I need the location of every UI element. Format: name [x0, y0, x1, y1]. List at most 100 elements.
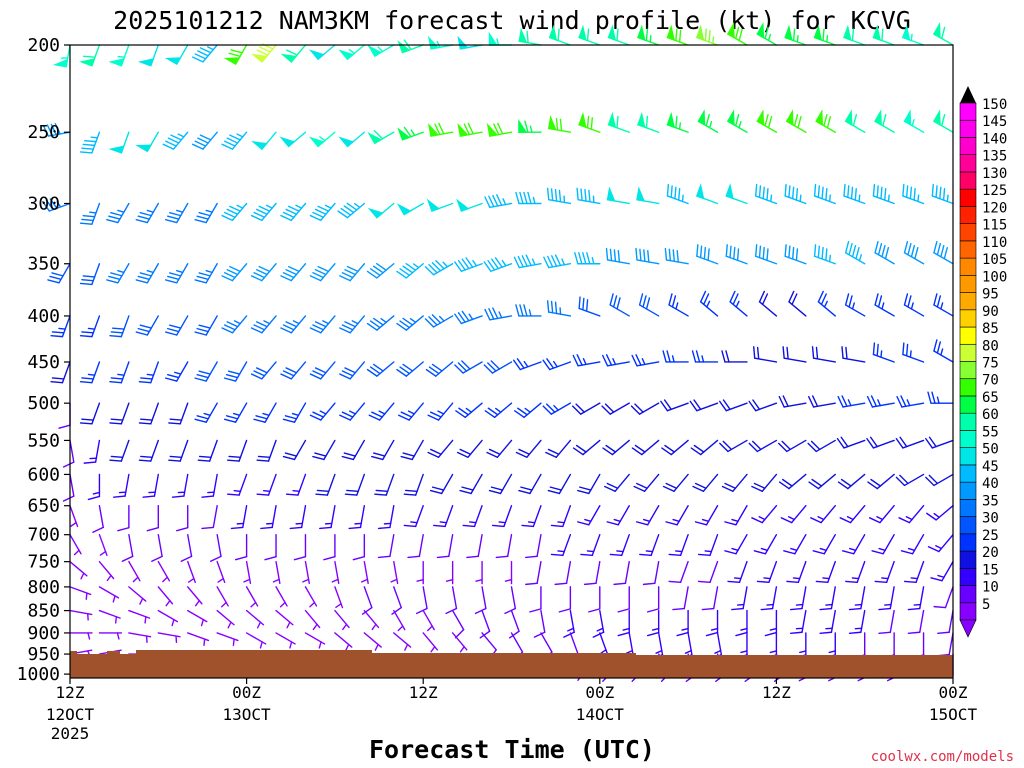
barb-feather	[137, 275, 151, 281]
barb-half-feather	[217, 577, 225, 583]
barb-feather	[524, 120, 529, 133]
wind-barb	[128, 609, 151, 624]
colorbar-swatch	[959, 567, 977, 586]
barb-feather	[752, 399, 761, 411]
wind-barb	[900, 533, 925, 555]
wind-barb	[264, 533, 277, 561]
barb-feather	[223, 211, 236, 218]
wind-barb	[546, 300, 572, 317]
wind-barb	[396, 315, 424, 331]
barb-feather	[227, 459, 240, 462]
colorbar-swatch	[959, 585, 977, 604]
barb-half-feather	[438, 315, 445, 322]
barb-feather	[880, 186, 883, 200]
barb-feather	[197, 459, 211, 462]
wind-barb	[926, 505, 954, 521]
barb-feather	[229, 265, 241, 273]
wind-barb	[547, 473, 572, 495]
barb-half-feather	[567, 627, 575, 632]
barb-feather	[110, 455, 124, 459]
wind-barb	[98, 609, 121, 624]
barb-half-feather	[250, 601, 257, 608]
barb-feather	[523, 191, 528, 205]
barb-feather	[547, 489, 561, 495]
barb-feather	[139, 324, 153, 329]
wind-barb	[361, 586, 373, 615]
barb-feather	[668, 248, 672, 262]
barb-feather	[366, 322, 378, 331]
wind-barb	[843, 183, 866, 205]
barb-feather	[201, 526, 215, 530]
y-tick-label: 700	[27, 525, 60, 546]
barb-feather	[881, 245, 886, 258]
barb-half-feather	[622, 627, 630, 631]
barb-half-feather	[828, 194, 831, 203]
wind-barb	[216, 609, 235, 629]
barb-shaft	[919, 609, 925, 633]
barb-feather	[431, 314, 442, 324]
barb-feather	[789, 631, 803, 634]
wind-barb	[848, 609, 866, 634]
wind-barb	[223, 402, 248, 423]
barb-feather	[352, 555, 366, 561]
wind-barb	[660, 399, 689, 412]
wind-barb	[504, 560, 513, 585]
wind-barb	[171, 473, 189, 498]
barb-feather	[341, 272, 354, 279]
barb-feather	[807, 442, 817, 453]
wind-barb	[666, 24, 689, 46]
barb-feather	[642, 582, 656, 586]
barb-half-feather	[880, 350, 883, 358]
barb-feather	[106, 218, 119, 224]
barb-half-feather	[177, 133, 185, 138]
barb-feather	[631, 447, 643, 456]
barb-feather	[369, 366, 381, 375]
barb-feather	[495, 555, 509, 559]
barb-pennant	[518, 118, 528, 133]
wind-barb	[279, 131, 307, 148]
barb-feather	[837, 481, 849, 490]
barb-feather	[285, 367, 298, 374]
wind-barb	[719, 439, 748, 453]
wind-barb	[138, 439, 160, 462]
barb-feather	[766, 248, 769, 262]
barb-pennant	[518, 27, 528, 44]
wind-barb	[371, 439, 395, 461]
colorbar-label: 20	[982, 545, 999, 561]
wind-barb	[729, 290, 748, 317]
colorbar-label: 75	[982, 356, 999, 372]
barb-half-feather	[439, 521, 448, 524]
barb-feather	[312, 211, 325, 218]
barb-pennant	[813, 24, 823, 41]
wind-barb	[668, 533, 689, 557]
barb-feather	[465, 257, 474, 268]
barb-feather	[928, 474, 939, 485]
wind-barb	[454, 360, 483, 374]
barb-feather	[314, 452, 327, 457]
barb-feather	[400, 411, 413, 418]
barb-feather	[900, 550, 914, 555]
barb-feather	[819, 607, 833, 611]
wind-barb	[815, 109, 836, 133]
barb-feather	[729, 290, 736, 303]
wind-barb	[106, 263, 130, 284]
wind-barb	[697, 109, 719, 133]
wind-barb	[689, 399, 719, 412]
barb-feather	[343, 205, 355, 214]
barb-feather	[550, 188, 554, 202]
barb-feather	[777, 442, 788, 453]
barb-feather	[343, 452, 357, 457]
barb-feather	[784, 244, 787, 257]
barb-feather	[260, 526, 273, 530]
barb-feather	[226, 321, 239, 328]
barb-pennant	[903, 109, 912, 126]
barb-feather	[933, 605, 947, 609]
barb-feather	[793, 113, 799, 127]
barb-feather	[577, 489, 590, 495]
barb-feather	[50, 334, 64, 338]
barb-feather	[701, 607, 715, 611]
barb-feather	[169, 324, 182, 329]
barb-feather	[791, 293, 798, 306]
wind-barb	[165, 263, 189, 284]
barb-shaft	[389, 533, 395, 558]
